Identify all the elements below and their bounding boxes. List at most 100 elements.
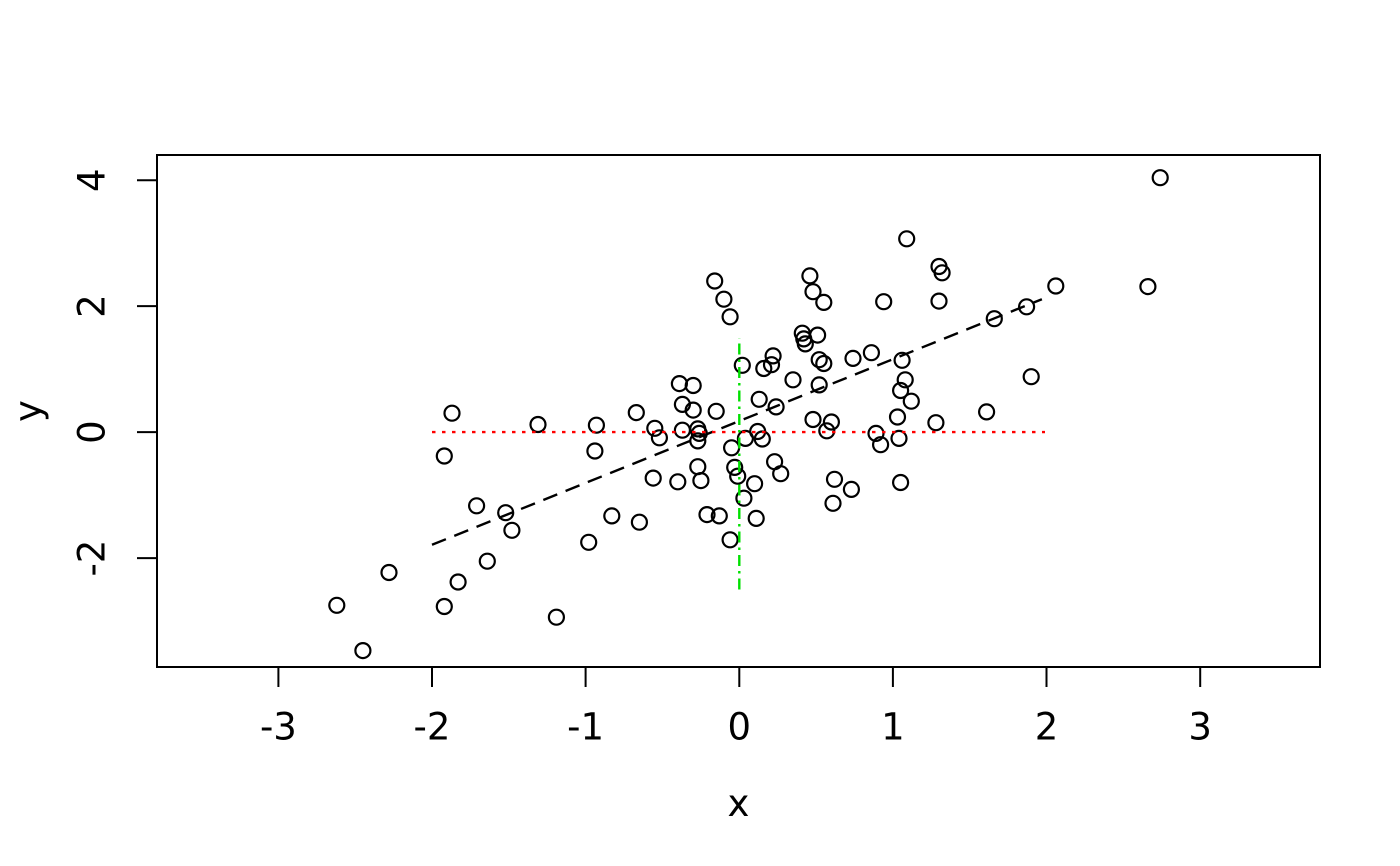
scatter-point — [669, 473, 687, 491]
scatter-point — [801, 267, 819, 285]
scatter-point — [721, 531, 739, 549]
scatter-point — [706, 272, 724, 290]
x-axis-title: x — [728, 782, 750, 825]
scatter-point — [902, 392, 920, 410]
scatter-point — [810, 351, 828, 369]
scatter-point — [698, 505, 716, 524]
scatter-point — [985, 310, 1003, 328]
scatter-point — [684, 376, 702, 395]
y-axis-title: y — [7, 400, 50, 422]
scatter-point — [435, 447, 453, 465]
scatter-point — [784, 371, 802, 389]
scatter-point — [684, 401, 702, 419]
scatter-point — [721, 308, 739, 326]
x-axis-tick-label: 3 — [1188, 706, 1212, 749]
scatter-point — [867, 424, 885, 442]
x-axis-tick-label: 1 — [881, 706, 905, 749]
scatter-point — [630, 513, 649, 531]
scatter-point — [529, 415, 547, 434]
scatter-point — [888, 408, 907, 426]
scatter-point — [1047, 277, 1065, 295]
scatter-point — [354, 641, 372, 660]
scatter-point — [896, 371, 914, 389]
scatter-point — [767, 398, 785, 416]
scatter-point — [796, 335, 814, 353]
scatter-point — [547, 608, 566, 626]
scatter-point — [933, 264, 951, 282]
scatter-point — [449, 573, 467, 591]
scatter-point — [380, 563, 398, 582]
scatter-point — [1139, 278, 1157, 296]
scatter-point — [1151, 169, 1169, 187]
x-axis-tick-label: -2 — [414, 706, 451, 749]
scatter-point — [762, 356, 781, 374]
x-axis-tick-label: -1 — [567, 706, 604, 749]
scatter-point — [503, 521, 521, 539]
y-axis-tick-label: 2 — [71, 294, 114, 318]
scatter-point — [729, 467, 747, 485]
scatter-point — [707, 402, 725, 420]
fit-line — [431, 298, 1043, 546]
scatter-point — [875, 293, 893, 311]
scatter-point — [772, 465, 790, 483]
scatter-point — [824, 494, 842, 512]
scatter-point — [710, 507, 728, 525]
scatter-point — [844, 349, 862, 367]
scatter-point — [478, 552, 496, 570]
y-axis-tick-label: -2 — [71, 540, 114, 577]
scatter-point — [435, 597, 453, 616]
scatter-point — [842, 480, 861, 498]
scatter-point — [871, 436, 890, 454]
scatter-point — [733, 356, 751, 374]
scatter-point — [977, 403, 996, 421]
scatter-point — [862, 344, 881, 362]
scatter-point — [898, 230, 916, 248]
scatter-point — [808, 326, 827, 344]
scatter-point — [804, 410, 822, 429]
scatter-point — [586, 442, 604, 460]
scatter-point — [627, 404, 645, 422]
scatter-point — [891, 381, 910, 400]
scatter-point — [815, 293, 833, 311]
scatter-point — [646, 419, 664, 437]
scatter-point — [825, 470, 844, 488]
scatter-point — [804, 283, 822, 301]
scatter-point — [692, 472, 710, 490]
y-axis-tick-label: 0 — [71, 420, 114, 444]
scatter-point — [930, 292, 948, 310]
scatter-point — [890, 429, 908, 447]
scatter-point — [497, 504, 515, 522]
y-axis-tick-label: 4 — [71, 168, 114, 192]
scatter-point — [603, 507, 621, 525]
scatter-point — [580, 533, 598, 551]
scatter-point — [468, 497, 486, 515]
scatter-point — [735, 489, 753, 507]
scatter-point — [587, 416, 606, 434]
x-axis-tick-label: -3 — [260, 706, 297, 749]
scatter-point — [726, 458, 744, 476]
scatter-point — [810, 376, 828, 394]
scatter-point — [764, 347, 782, 365]
scatter-point — [818, 422, 836, 440]
lines-layer — [431, 298, 1045, 590]
scatter-point — [891, 473, 910, 492]
scatter-point — [1022, 368, 1040, 386]
scatter-point — [328, 596, 346, 614]
scatter-point — [1017, 298, 1036, 316]
points-layer — [328, 169, 1169, 660]
x-axis-tick-label: 0 — [728, 706, 752, 749]
scatter-point — [822, 413, 841, 431]
x-axis-tick-label: 2 — [1035, 706, 1059, 749]
scatter-point — [715, 290, 733, 308]
scatter-point — [747, 509, 765, 528]
scatter-point — [927, 414, 945, 432]
scatter-point — [650, 429, 669, 447]
y-axis: -2 0 2 4 — [71, 168, 157, 577]
scatter-point — [745, 475, 764, 493]
scatter-point — [443, 404, 461, 422]
scatter-point — [644, 469, 662, 487]
scatter-point — [815, 354, 833, 373]
x-axis: -3 -2 -1 0 1 2 3 — [260, 667, 1212, 749]
scatter-point — [893, 351, 911, 369]
